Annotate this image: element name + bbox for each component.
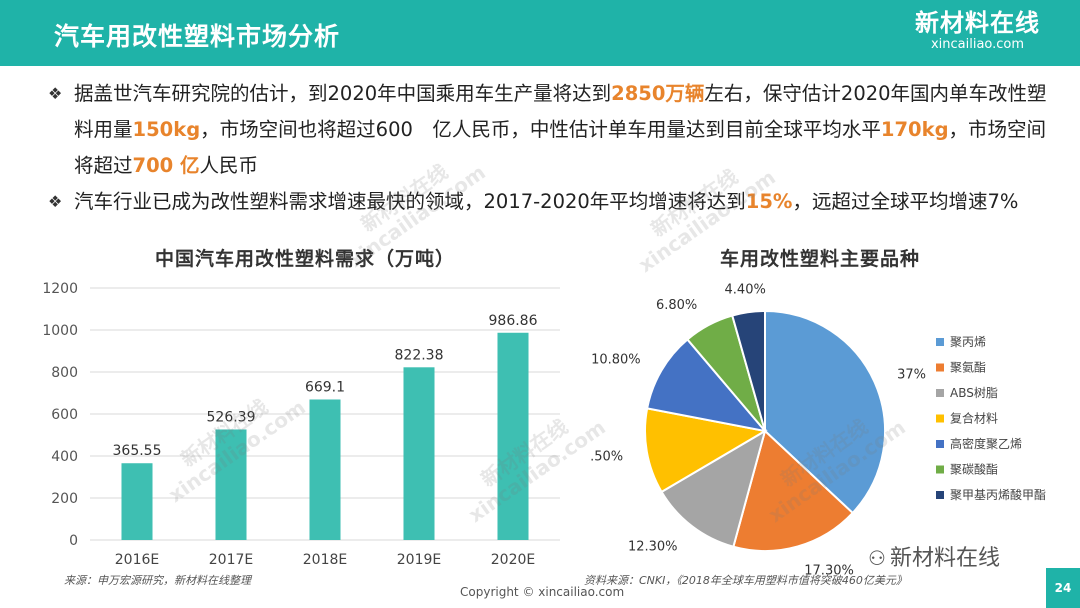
- bullet-segment: ，市场空间也将超过600 亿人民币，中性估计单车用量达到目前全球平均水平: [200, 118, 881, 141]
- y-tick-label: 400: [51, 449, 78, 465]
- bullet-list: ❖ 据盖世汽车研究院的估计，到2020年中国乘用车生产量将达到2850万辆左右，…: [48, 76, 1060, 220]
- diamond-bullet-icon: ❖: [48, 84, 63, 103]
- pie-slice: [732, 429, 855, 552]
- bar: [215, 429, 247, 540]
- pie-slice: [644, 407, 768, 494]
- bar: [497, 332, 529, 540]
- y-tick-label: 1000: [42, 323, 78, 339]
- highlighted-value: 150kg: [132, 118, 201, 141]
- legend-label: 聚丙烯: [950, 335, 986, 349]
- bar-chart-title: 中国汽车用改性塑料需求（万吨）: [154, 248, 455, 270]
- pie-slice: [764, 309, 886, 515]
- x-tick-label: 2019E: [397, 552, 441, 568]
- source-note-left: 来源：申万宏源研究，新材料在线整理: [64, 574, 251, 587]
- x-tick-label: 2018E: [303, 552, 347, 568]
- pie-chart-title: 车用改性塑料主要品种: [719, 248, 920, 270]
- legend-label: 聚碳酸酯: [950, 462, 998, 477]
- highlighted-value: 2850万辆: [611, 82, 705, 105]
- bar-value-label: 526.39: [207, 409, 256, 425]
- bar: [309, 399, 341, 540]
- bullet-segment: ，市场空间将超过: [74, 118, 1047, 177]
- diamond-bullet-icon: ❖: [48, 192, 63, 211]
- wechat-icon: ⚇: [868, 546, 886, 570]
- page-title: 汽车用改性塑料市场分析: [54, 22, 341, 51]
- pie-pct-label: 4.40%: [725, 282, 766, 297]
- pie-chart: 37% 17.30% 12.30% 11.50% 10.80% 6.80% 4.40% 聚丙烯…: [590, 282, 1046, 576]
- bullet-segment: 左右，保守估计2020年国内单车改性塑料用量: [74, 82, 1047, 141]
- bar-value-label: 986.86: [489, 313, 538, 329]
- legend-swatch: [936, 338, 944, 346]
- logo-text-cn: 新材料在线: [915, 9, 1040, 37]
- wechat-name: 新材料在线: [889, 546, 1000, 571]
- bar-value-label: 365.55: [113, 443, 162, 459]
- bar: [121, 463, 153, 540]
- legend-label: ABS树脂: [950, 385, 998, 400]
- y-tick-label: 600: [51, 407, 78, 423]
- legend-swatch: [936, 465, 944, 474]
- logo-text-en: xincailiao.com: [930, 37, 1025, 52]
- pie-pct-label: 10.80%: [591, 352, 641, 367]
- y-tick-label: 200: [51, 491, 78, 507]
- legend-label: 复合材料: [950, 411, 998, 426]
- pie-pct-label: 12.30%: [628, 539, 678, 554]
- y-tick-label: 800: [51, 365, 78, 381]
- highlighted-value: 15%: [745, 190, 793, 213]
- pie-pct-label: 17.30%: [804, 564, 854, 576]
- y-tick-label: 0: [69, 533, 78, 549]
- pie-pct-label: 6.80%: [656, 298, 697, 313]
- pie-slice: [731, 309, 766, 432]
- legend-label: 高密度聚乙烯: [950, 436, 1022, 451]
- x-tick-label: 2017E: [209, 552, 253, 568]
- brand-logo[interactable]: 新材料在线 xincailiao.com: [915, 8, 1040, 52]
- pie-slice: [660, 428, 767, 548]
- y-tick-label: 1200: [42, 281, 78, 297]
- bullet-text-2: 汽车行业已成为改性塑料需求增速最快的领域，2017-2020年平均增速将达到15…: [74, 190, 1018, 213]
- copyright-text: Copyright © xincailiao.com: [460, 585, 625, 599]
- bar-value-label: 822.38: [395, 347, 444, 363]
- wechat-account[interactable]: ⚇ 新材料在线: [868, 540, 1000, 572]
- bullet-segment: 据盖世汽车研究院的估计，到2020年中国乘用车生产量将达到: [74, 82, 612, 105]
- highlighted-value: 700 亿: [132, 154, 200, 177]
- pie-pct-label: 11.50%: [590, 450, 623, 465]
- x-tick-label: 2020E: [491, 552, 535, 568]
- bullet-item-2: ❖ 汽车行业已成为改性塑料需求增速最快的领域，2017-2020年平均增速将达到…: [48, 184, 1060, 220]
- legend-swatch: [936, 491, 944, 499]
- bullet-text-1: 据盖世汽车研究院的估计，到2020年中国乘用车生产量将达到2850万辆左右，保守…: [74, 82, 1047, 177]
- legend-swatch: [936, 414, 944, 423]
- legend-label: 聚甲基丙烯酸甲酯: [950, 487, 1046, 502]
- source-note-right: 资料来源：CNKI，《2018年全球车用塑料市值将突破460亿美元》: [584, 574, 907, 587]
- bullet-segment: 汽车行业已成为改性塑料需求增速最快的领域，2017-2020年平均增速将达到: [74, 190, 746, 213]
- x-tick-label: 2016E: [115, 552, 159, 568]
- legend-swatch: [936, 389, 944, 397]
- bar: [403, 367, 435, 540]
- page-number: 24: [1046, 568, 1080, 608]
- legend-swatch: [936, 440, 944, 448]
- highlighted-value: 170kg: [880, 118, 949, 141]
- bullet-segment: 人民币: [199, 154, 259, 177]
- bullet-item-1: ❖ 据盖世汽车研究院的估计，到2020年中国乘用车生产量将达到2850万辆左右，…: [48, 76, 1060, 184]
- bar-value-label: 669.1: [305, 379, 345, 395]
- header-bar: 汽车用改性塑料市场分析 新材料在线 xincailiao.com: [0, 0, 1080, 66]
- legend-label: 聚氨酯: [950, 361, 986, 375]
- legend-swatch: [936, 363, 944, 372]
- pie-slice: [645, 338, 768, 433]
- pie-pct-label: 37%: [897, 368, 926, 383]
- bar-chart: 0 200 400 600 800 1000 1200 365.55 2016E 526.39 20…: [42, 281, 560, 568]
- bullet-segment: ，远超过全球平均增速7%: [792, 190, 1019, 213]
